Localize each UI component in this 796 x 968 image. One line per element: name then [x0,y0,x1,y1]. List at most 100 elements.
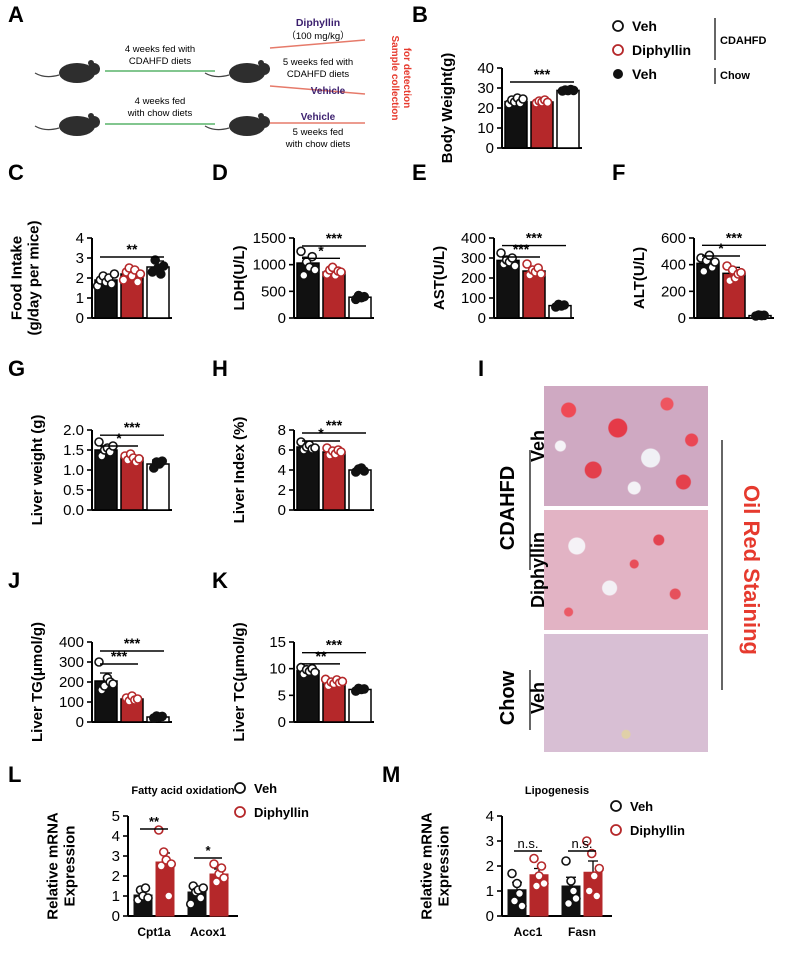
data-point [699,266,709,277]
legend-marker-veh [612,20,624,32]
histology-row-label: Veh [528,430,548,462]
y-axis-label: Relative mRNA [45,812,62,920]
data-point [736,267,746,278]
x-tick-label: Cpt1a [137,925,171,939]
x-tick-label: Acc1 [514,925,543,939]
y-tick-label: 400 [59,634,84,651]
data-point [563,898,574,909]
y-axis-label: Expression [62,826,79,907]
legend-label: Diphyllin [254,805,309,820]
data-point [310,667,320,678]
y-tick-label: 400 [461,230,486,247]
vehicle-label: Vehicle [301,112,336,123]
data-point [132,694,143,704]
y-tick-label: 3 [76,250,84,267]
data-point [359,291,369,302]
y-tick-label: 2 [112,868,120,885]
sample-collection-label: for detection [401,48,412,109]
data-point [509,896,520,906]
vehicle-label: Vehicle [311,86,346,97]
y-tick-label: 200 [661,283,686,300]
data-point [118,275,129,285]
y-axis-label: Body Weight(g) [439,53,456,164]
legend-bottom-l: Veh Diphyllin [234,781,309,820]
y-tick-label: 2 [76,270,84,287]
y-tick-label: 400 [661,257,686,274]
y-tick-label: 100 [461,290,486,307]
y-tick-label: 200 [461,270,486,287]
panel-letter-i: I [478,356,485,381]
significance-label: *** [326,637,343,653]
bar [296,446,320,511]
schematic-text: CDAHFD diets [129,56,192,67]
data-point [216,863,227,873]
data-point [106,279,117,289]
chart-liver-tg: 0 100 200 300 400 Liver TG(μmol/g) ****** [29,622,172,742]
data-point [158,261,169,271]
legend-top: Veh Diphyllin Veh CDAHFD Chow [612,18,766,84]
legend-group-label: Chow [720,70,750,82]
y-tick-label: 1 [112,888,120,905]
significance-label: ** [316,648,327,664]
chart-ldh: 0 500 1000 1500 LDH(U/L) **** [231,230,374,327]
bar [556,89,580,149]
y-tick-label: 2 [486,858,494,875]
y-tick-label: 4 [278,462,286,479]
mouse-icon [204,113,270,136]
significance-label: n.s. [518,836,539,851]
data-point [158,847,169,857]
y-tick-label: 200 [59,674,84,691]
data-point [109,269,120,279]
data-point [219,873,229,883]
chart-alt: 0 200 400 600 ALT(U/L) **** [631,229,774,327]
legend-marker-diphyllin [612,44,624,56]
data-point [135,269,146,279]
mouse-icon [34,113,100,136]
y-tick-label: 0 [486,908,494,925]
panel-letter-e: E [412,160,427,185]
data-point [157,711,167,722]
data-point [150,255,160,265]
experimental-schematic: 4 weeks fed with CDAHFD diets 4 weeks fe… [34,17,412,150]
chart-lipogenesis: 0 1 2 3 4 Relative mRNA Expression Lipogenesis A… [419,785,612,939]
y-tick-label: 500 [261,283,286,300]
y-tick-label: 300 [461,250,486,267]
y-tick-label: 2.0 [63,422,84,439]
significance-label: * [318,242,324,258]
y-tick-label: 4 [112,828,120,845]
y-tick-label: 1000 [253,257,286,274]
data-point [559,300,569,310]
data-point [566,876,576,886]
data-point [536,861,547,871]
oil-red-image-chow [544,634,708,752]
y-tick-label: 0 [278,714,286,731]
y-tick-label: 1 [486,883,494,900]
y-tick-label: 10 [477,120,494,137]
y-tick-label: 5 [278,687,286,704]
data-point [568,85,579,96]
data-point [589,871,600,881]
legend-marker-veh [234,782,246,794]
significance-label: *** [326,417,343,433]
y-tick-label: 2 [278,482,286,499]
data-point [143,893,153,903]
data-point [581,836,592,846]
significance-label: *** [124,419,141,435]
data-point [359,684,369,694]
schematic-text: 4 weeks fed [135,96,186,107]
data-point [522,259,532,269]
y-axis-label: Expression [436,826,453,907]
x-tick-label: Acox1 [190,925,226,939]
y-axis-label: ALT(U/L) [631,247,648,309]
data-point [542,97,553,108]
data-point [299,270,309,281]
y-tick-label: 0 [76,714,84,731]
bar [120,457,144,511]
y-tick-label: 4 [76,230,84,247]
dose-label: （100 mg/kg） [286,30,349,42]
schematic-text: with chow diets [127,108,193,119]
significance-label: ** [149,814,160,829]
data-point [512,878,522,889]
